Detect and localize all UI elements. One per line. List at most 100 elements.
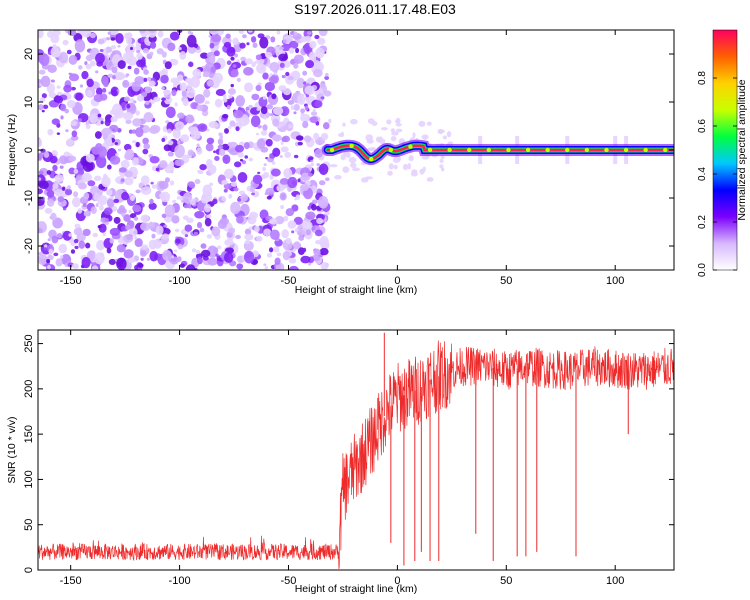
spectral-noise-blob [174,158,185,167]
spectral-noise-blob [123,96,130,102]
spectral-noise-blob [172,128,181,139]
spectral-noise-blob [123,234,134,243]
signal-scatter-blob [439,164,444,169]
signal-scatter-blob [395,117,401,124]
spectral-noise-blob [165,106,176,119]
spectral-noise-blob [316,217,324,225]
signal-scatter-blob [440,167,445,172]
spectral-noise-blob [89,113,98,124]
spectral-noise-blob [169,161,175,168]
spectral-noise-blob [113,198,120,204]
spectral-noise-blob [41,196,45,201]
spectral-noise-blob [279,192,287,201]
spectral-noise-blob [197,123,208,132]
spectral-noise-blob [135,141,140,148]
spectral-noise-blob [161,233,169,240]
spectral-noise-blob [262,96,267,100]
spectral-noise-blob [287,100,295,105]
spectral-noise-blob [38,152,44,159]
spectral-noise-blob [309,51,316,60]
spectral-noise-blob [82,202,87,208]
spectral-noise-blob [179,82,188,92]
spectral-noise-blob [78,118,82,123]
spectrogram-y-tick-label: 20 [23,48,35,60]
spectral-noise-blob [129,46,133,51]
spectral-noise-blob [46,30,54,38]
spectral-noise-blob [96,61,103,67]
spectral-noise-blob [235,126,240,132]
spectral-noise-blob [38,251,44,256]
snr-series-line [38,340,674,570]
spectral-noise-blob [70,249,76,254]
spectral-noise-blob [280,205,285,210]
spectral-noise-blob [121,191,129,201]
spectral-noise-blob [71,86,76,91]
spectral-noise-blob [259,36,269,49]
spectral-noise-blob [51,235,59,244]
signal-peak-dot [663,147,668,153]
spectral-noise-blob [172,199,177,204]
spectral-noise-blob [70,120,78,127]
spectral-noise-blob [126,103,131,109]
spectral-noise-blob [134,264,139,270]
spectral-noise-blob [143,77,148,83]
spectral-noise-blob [52,217,63,229]
spectral-noise-blob [132,140,137,144]
spectral-noise-blob [109,155,121,165]
spectral-noise-blob [148,202,157,210]
spectral-noise-blob [285,71,290,77]
spectral-noise-blob [264,51,273,58]
spectral-noise-blob [50,212,57,221]
spectral-noise-blob [199,163,207,171]
spectral-noise-blob [73,191,79,198]
spectral-noise-blob [314,34,320,40]
spectral-noise-blob [300,255,311,264]
spectral-noise-blob [235,95,245,107]
spectral-noise-blob [83,211,90,217]
spectral-noise-blob [209,55,216,63]
spectral-noise-blob [106,247,112,254]
spectral-noise-blob [273,246,280,253]
spectral-noise-blob [301,220,313,230]
spectral-noise-blob [293,154,299,159]
signal-scatter-blob [342,166,350,174]
spectral-noise-blob [276,184,285,192]
spectral-noise-blob [216,245,222,250]
spectral-noise-blob [269,174,274,180]
signal-scatter-blob [349,162,357,168]
spectral-noise-blob [134,207,140,212]
spectral-noise-blob [280,140,284,145]
spectral-noise-blob [266,195,272,200]
spectral-noise-blob [169,256,179,265]
spectral-noise-blob [73,238,79,244]
signal-scatter-blob [407,162,412,170]
spectral-noise-blob [192,153,197,157]
spectral-noise-blob [323,90,332,97]
signal-scatter-blob [329,164,338,168]
spectral-noise-blob [171,215,180,224]
spectral-noise-blob [260,106,268,115]
spectral-noise-blob [284,151,292,158]
spectral-noise-blob [288,265,299,270]
spectral-noise-blob [38,69,46,75]
spectral-noise-blob [101,75,109,85]
spectral-noise-blob [102,134,108,140]
spectral-noise-blob [199,170,204,175]
spectral-noise-blob [189,126,199,135]
spectral-noise-blob [212,198,218,205]
signal-peak-dot [388,147,394,153]
spectral-noise-blob [223,41,232,48]
spectral-noise-blob [196,221,203,229]
spectral-noise-blob [133,230,138,235]
spectral-noise-blob [243,141,250,150]
spectral-noise-blob [166,128,172,134]
spectral-noise-blob [250,36,257,43]
spectral-noise-blob [81,70,89,80]
spectral-noise-blob [271,93,277,100]
spectral-noise-blob [164,204,176,218]
spectral-noise-blob [99,49,104,53]
spectral-noise-blob [164,177,170,183]
spectral-noise-blob [55,258,63,267]
spectral-noise-blob [75,92,83,101]
spectral-noise-blob [71,263,79,269]
